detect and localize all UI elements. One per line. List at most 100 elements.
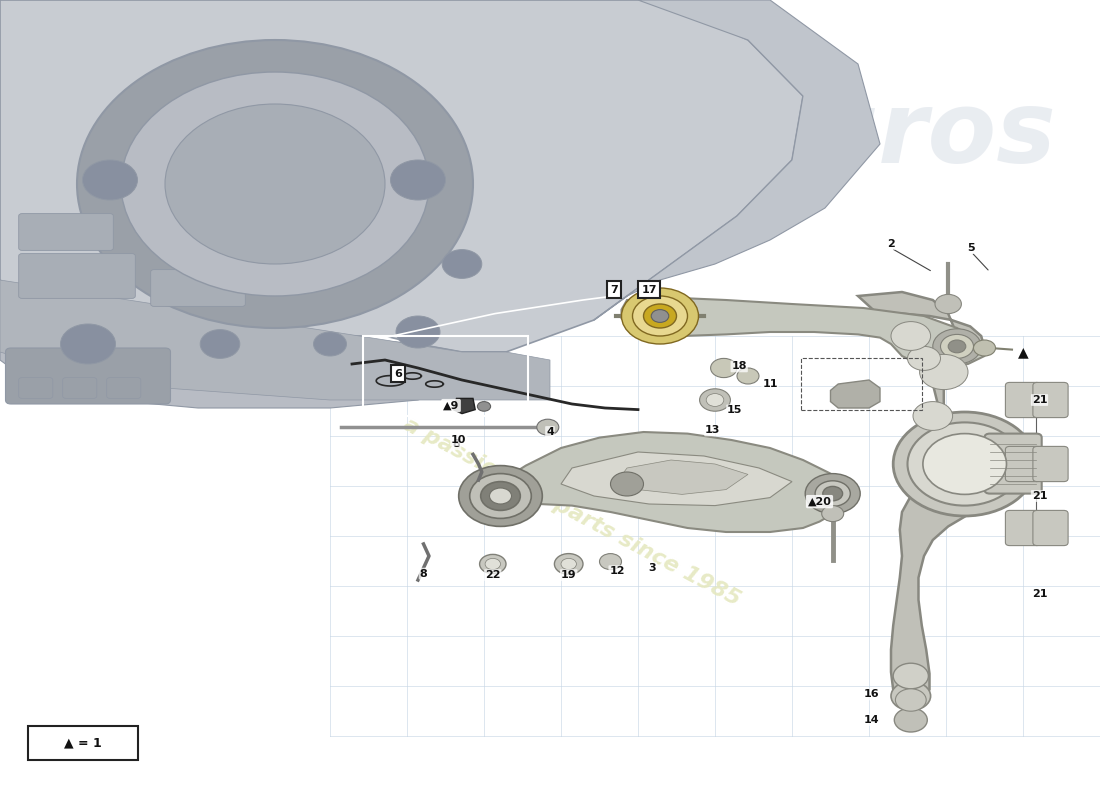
Circle shape — [933, 329, 981, 364]
Text: 7: 7 — [609, 285, 618, 294]
Circle shape — [314, 332, 346, 356]
Circle shape — [632, 296, 688, 336]
FancyBboxPatch shape — [63, 378, 97, 398]
Circle shape — [561, 558, 576, 570]
Bar — [801, 358, 922, 410]
Circle shape — [974, 340, 996, 356]
Polygon shape — [453, 398, 475, 414]
Polygon shape — [619, 460, 748, 494]
Circle shape — [805, 474, 860, 514]
Text: 21: 21 — [1032, 395, 1047, 405]
Text: 2: 2 — [887, 239, 895, 249]
Text: 8: 8 — [452, 439, 461, 449]
Circle shape — [891, 322, 931, 350]
Circle shape — [891, 682, 931, 710]
Polygon shape — [830, 380, 880, 408]
Circle shape — [77, 40, 473, 328]
Circle shape — [490, 488, 512, 504]
Circle shape — [823, 486, 843, 501]
Bar — [28, 726, 138, 760]
Circle shape — [121, 72, 429, 296]
Circle shape — [610, 472, 643, 496]
Circle shape — [554, 554, 583, 574]
Text: ▲20: ▲20 — [807, 497, 832, 506]
Text: 6: 6 — [394, 369, 403, 378]
Polygon shape — [0, 280, 550, 400]
Circle shape — [459, 466, 542, 526]
FancyBboxPatch shape — [19, 254, 135, 298]
Circle shape — [480, 554, 506, 574]
Text: ▲9: ▲9 — [443, 401, 459, 410]
Circle shape — [621, 288, 698, 344]
Text: 14: 14 — [864, 715, 879, 725]
Circle shape — [706, 394, 724, 406]
FancyBboxPatch shape — [19, 214, 113, 250]
FancyBboxPatch shape — [19, 378, 53, 398]
Text: 8: 8 — [419, 569, 428, 578]
Circle shape — [940, 334, 974, 358]
Polygon shape — [482, 432, 847, 532]
FancyBboxPatch shape — [1005, 510, 1041, 546]
Circle shape — [923, 434, 1006, 494]
Circle shape — [651, 310, 669, 322]
Polygon shape — [561, 452, 792, 506]
Circle shape — [893, 412, 1036, 516]
Text: 13: 13 — [705, 426, 720, 435]
Text: 4: 4 — [546, 427, 554, 437]
Circle shape — [396, 316, 440, 348]
Circle shape — [948, 340, 966, 353]
Text: 21: 21 — [1032, 491, 1047, 501]
Circle shape — [815, 481, 850, 506]
Circle shape — [644, 304, 676, 328]
FancyBboxPatch shape — [1005, 382, 1041, 418]
Circle shape — [477, 402, 491, 411]
Text: ▲: ▲ — [1018, 345, 1028, 359]
Text: 3: 3 — [649, 563, 656, 573]
Text: ▲ = 1: ▲ = 1 — [64, 737, 101, 750]
Circle shape — [894, 708, 927, 732]
Text: 19: 19 — [561, 570, 576, 580]
Text: 12: 12 — [609, 566, 625, 576]
Polygon shape — [858, 292, 1003, 698]
Text: 22: 22 — [485, 570, 501, 580]
Text: 17: 17 — [641, 285, 657, 294]
FancyBboxPatch shape — [984, 434, 1042, 494]
Circle shape — [442, 250, 482, 278]
Text: 10: 10 — [451, 435, 466, 445]
Polygon shape — [0, 280, 506, 408]
Text: 11: 11 — [762, 379, 778, 389]
Circle shape — [60, 324, 116, 364]
Bar — [363, 336, 528, 416]
Circle shape — [600, 554, 621, 570]
Circle shape — [908, 346, 940, 370]
Circle shape — [935, 294, 961, 314]
Circle shape — [200, 330, 240, 358]
Text: 18: 18 — [732, 362, 747, 371]
Circle shape — [737, 368, 759, 384]
Text: 16: 16 — [864, 690, 879, 699]
FancyBboxPatch shape — [1033, 382, 1068, 418]
Circle shape — [485, 558, 501, 570]
Polygon shape — [621, 298, 984, 368]
FancyBboxPatch shape — [107, 378, 141, 398]
Text: 5: 5 — [968, 243, 975, 253]
Polygon shape — [0, 0, 803, 352]
Circle shape — [822, 506, 844, 522]
FancyBboxPatch shape — [151, 270, 245, 306]
Circle shape — [908, 422, 1022, 506]
Circle shape — [913, 402, 953, 430]
Circle shape — [893, 663, 928, 689]
Circle shape — [165, 104, 385, 264]
Circle shape — [470, 474, 531, 518]
Text: euros: euros — [739, 87, 1056, 185]
FancyBboxPatch shape — [1033, 446, 1068, 482]
Circle shape — [82, 160, 138, 200]
FancyBboxPatch shape — [6, 348, 170, 404]
Circle shape — [920, 354, 968, 390]
FancyBboxPatch shape — [1033, 510, 1068, 546]
Circle shape — [481, 482, 520, 510]
Polygon shape — [594, 0, 880, 320]
Text: 21: 21 — [1032, 589, 1047, 598]
Text: a passion for parts since 1985: a passion for parts since 1985 — [400, 414, 744, 610]
Text: 15: 15 — [727, 406, 742, 415]
